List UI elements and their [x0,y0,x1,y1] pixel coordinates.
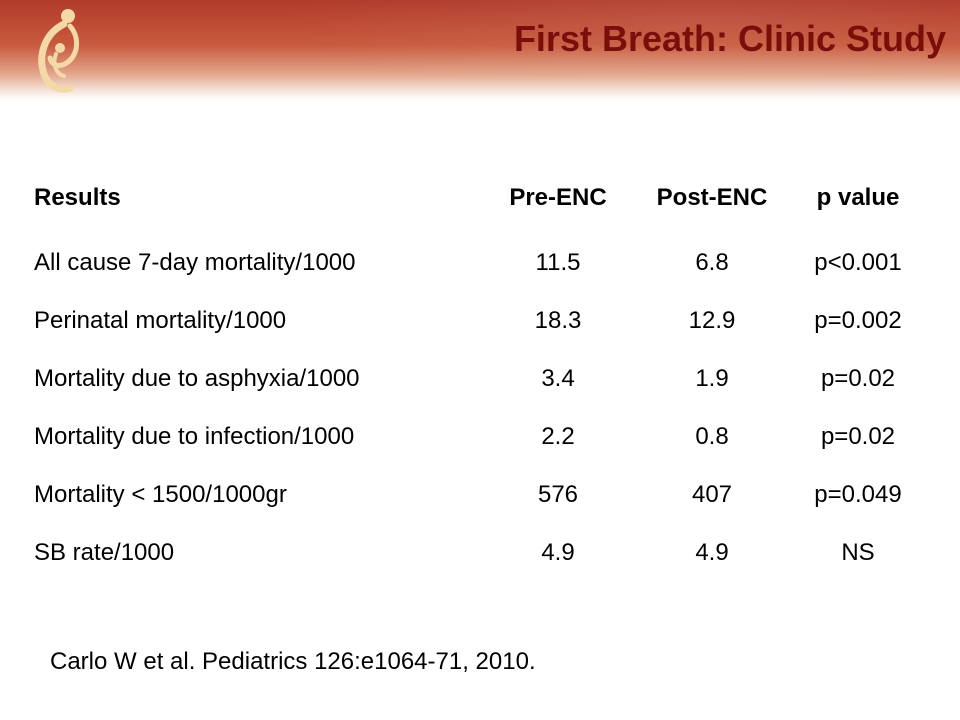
table-header-row: Results Pre-ENC Post-ENC p value [34,178,924,218]
header-band [0,0,960,100]
row-post-value: 4.9 [695,539,729,566]
row-pre-value: 576 [537,481,579,508]
row-p-value: p=0.002 [814,307,902,334]
row-label: Mortality due to infection/1000 [34,423,355,450]
row-pre-value: 18.3 [534,307,582,334]
table-row: SB rate/1000 4.9 4.9 NS [34,524,924,582]
table-row: Mortality due to asphyxia/1000 3.4 1.9 p… [34,350,924,408]
row-pre-value: 4.9 [541,539,575,566]
header-pre-enc: Pre-ENC [509,184,607,211]
row-label: SB rate/1000 [34,539,175,566]
table-row: Mortality < 1500/1000gr 576 407 p=0.049 [34,466,924,524]
citation: Carlo W et al. Pediatrics 126:e1064-71, … [50,648,536,675]
row-label: All cause 7-day mortality/1000 [34,249,356,276]
row-p-value: p=0.049 [814,481,902,508]
row-post-value: 407 [691,481,733,508]
header-p-value: p value [816,184,900,211]
row-label: Mortality < 1500/1000gr [34,481,287,508]
slide-title: First Breath: Clinic Study [513,18,946,59]
row-p-value: p=0.02 [820,365,896,392]
row-label: Perinatal mortality/1000 [34,307,287,334]
row-pre-value: 2.2 [541,423,575,450]
table-row: Perinatal mortality/1000 18.3 12.9 p=0.0… [34,292,924,350]
header-results: Results [34,184,121,211]
row-p-value: NS [841,539,875,566]
results-table: Results Pre-ENC Post-ENC p value All cau… [34,178,924,582]
row-p-value: p=0.02 [820,423,896,450]
row-pre-value: 3.4 [541,365,575,392]
row-p-value: p<0.001 [814,249,902,276]
row-label: Mortality due to asphyxia/1000 [34,365,360,392]
table-spacer [34,218,924,234]
table-row: Mortality due to infection/1000 2.2 0.8 … [34,408,924,466]
row-post-value: 6.8 [695,249,729,276]
header-post-enc: Post-ENC [656,184,768,211]
mother-and-child-logo-icon [38,9,79,93]
row-post-value: 0.8 [695,423,729,450]
row-post-value: 1.9 [695,365,729,392]
row-pre-value: 11.5 [535,249,581,276]
row-post-value: 12.9 [688,307,736,334]
table-row: All cause 7-day mortality/1000 11.5 6.8 … [34,234,924,292]
